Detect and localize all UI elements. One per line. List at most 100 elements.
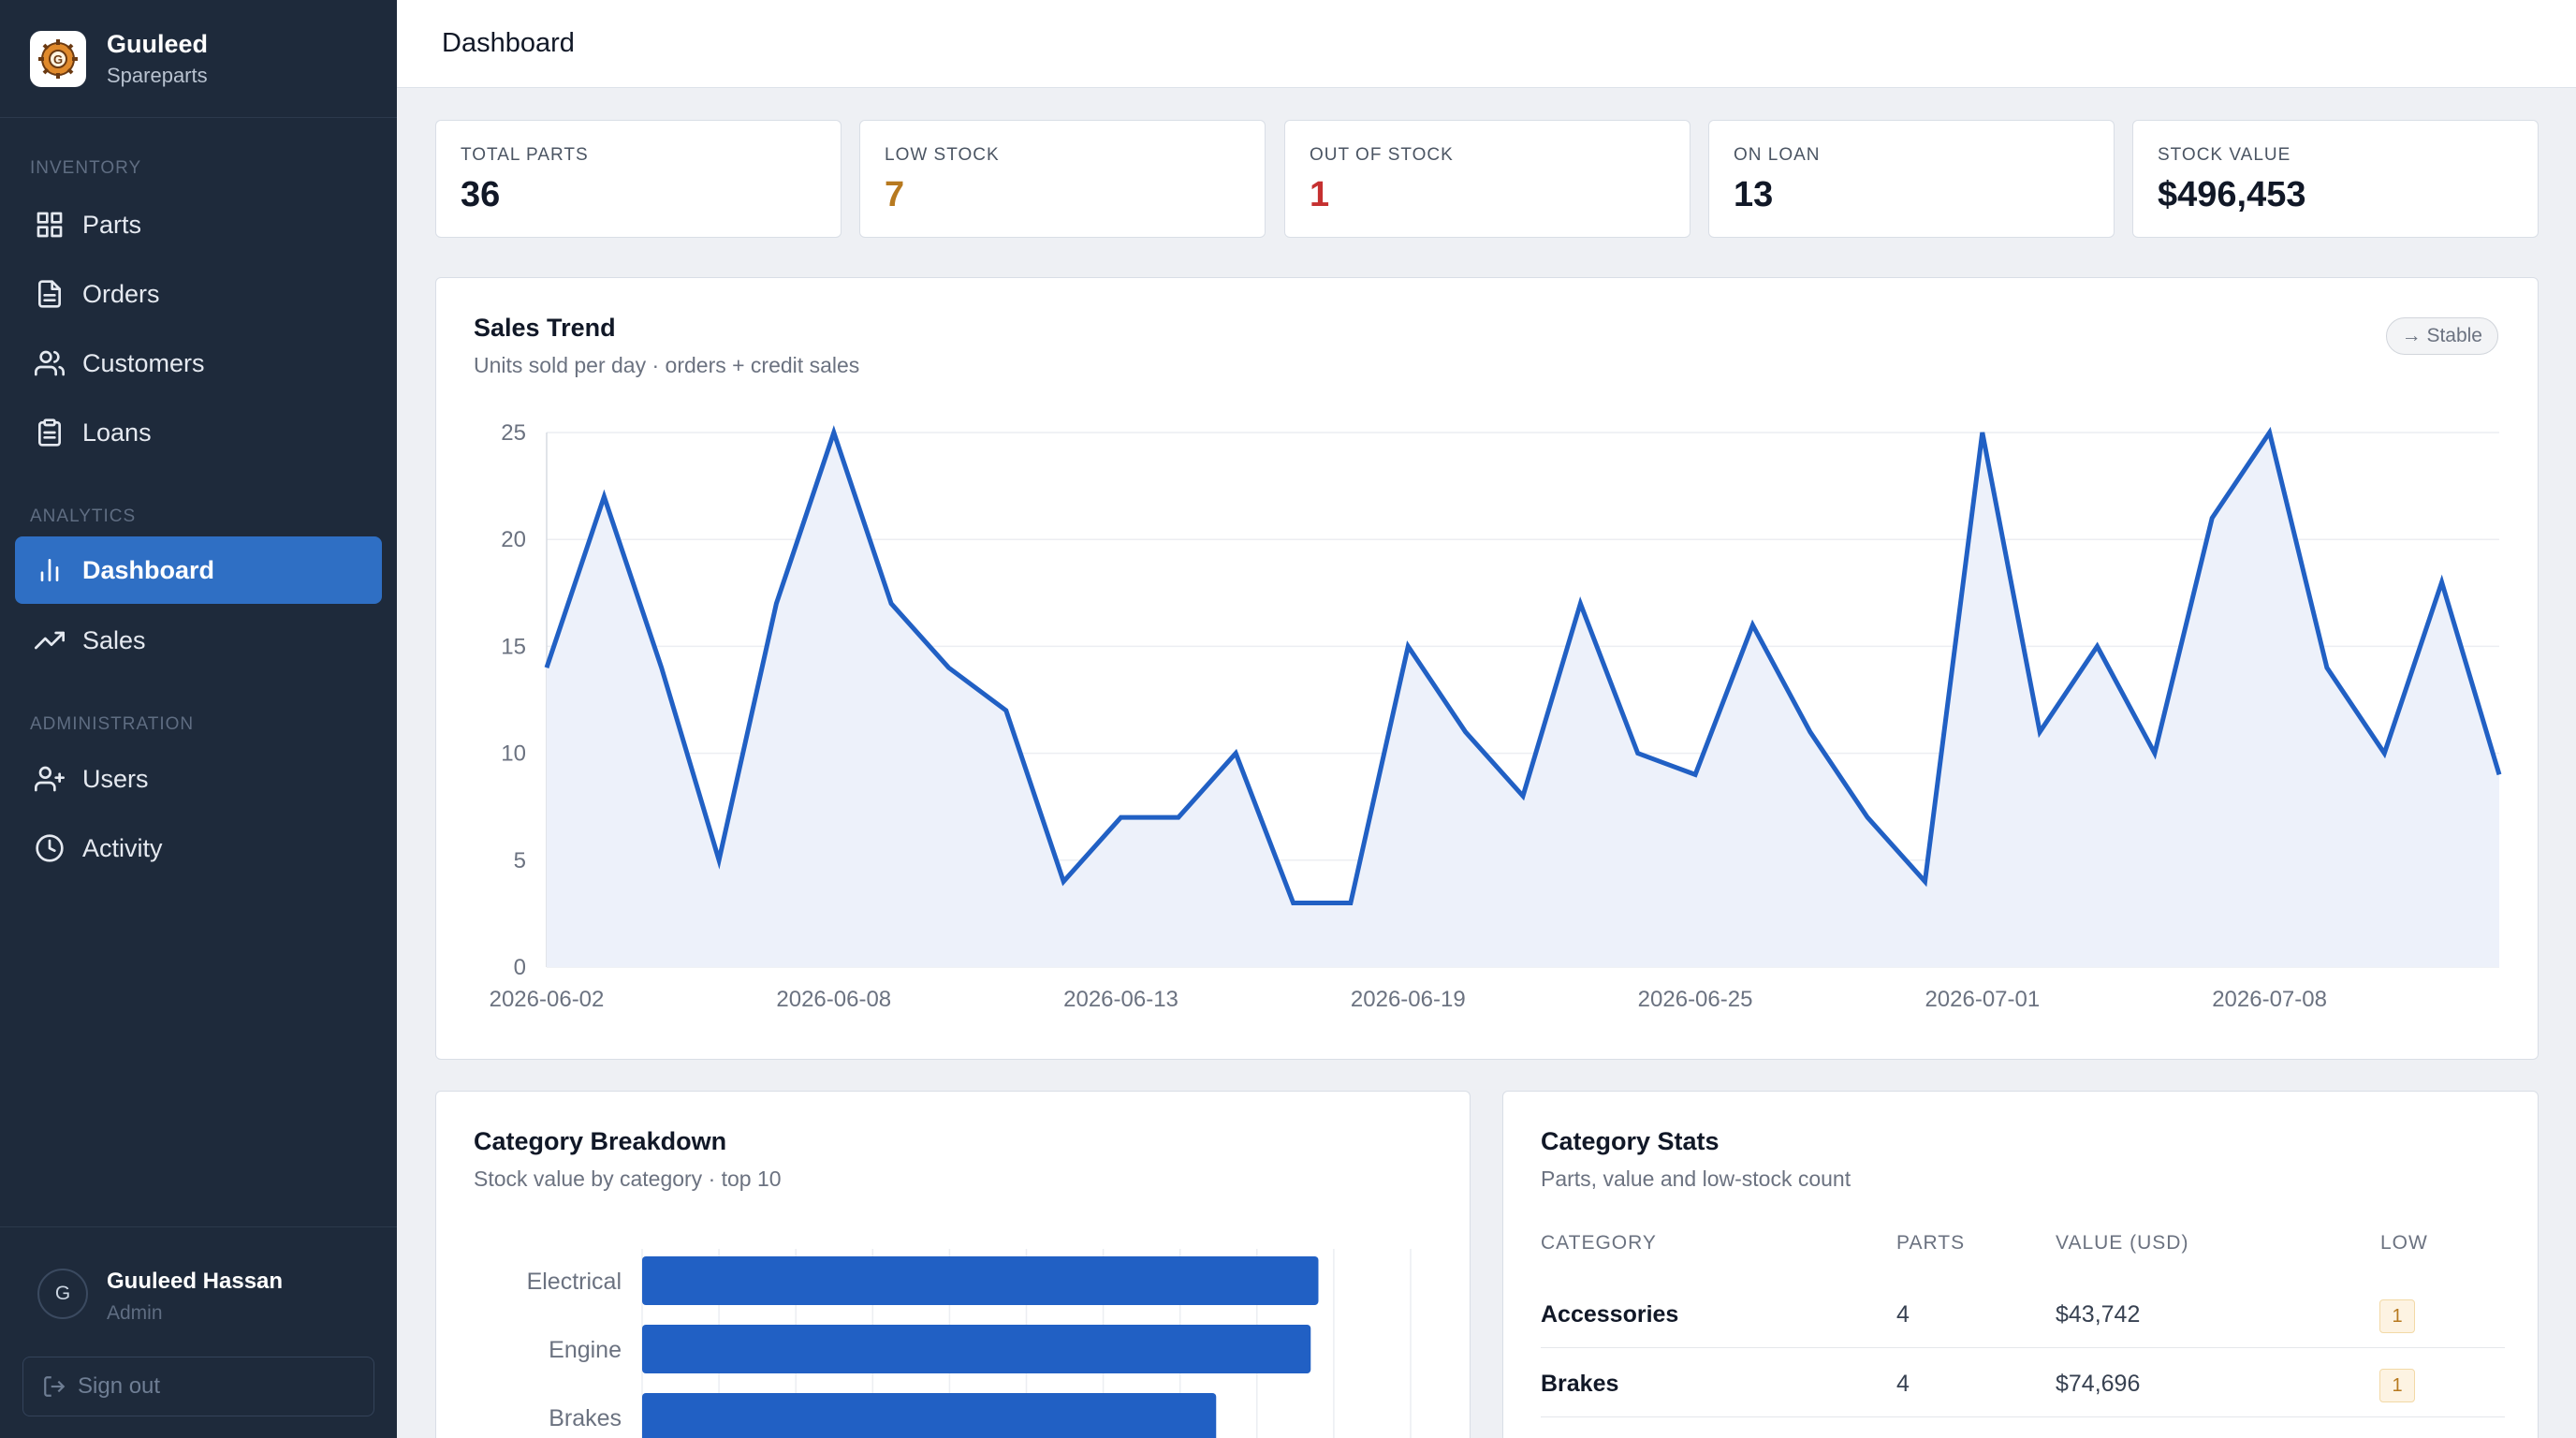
column-header-low: LOW	[2380, 1232, 2428, 1254]
stat-value: $496,453	[2158, 175, 2306, 214]
category-stats-card: Category Stats Parts, value and low-stoc…	[1502, 1091, 2539, 1438]
gear-logo-icon: G	[38, 38, 78, 79]
stat-value: 1	[1310, 175, 1330, 214]
category-label: Electrical	[527, 1269, 622, 1295]
value-cell: $43,742	[2056, 1301, 2141, 1328]
sales-trend-card: Sales Trend Units sold per day · orders …	[435, 277, 2539, 1060]
stat-card-total-parts: Total Parts 36	[435, 120, 842, 238]
x-tick-label: 2026-06-02	[490, 987, 605, 1012]
category-cell: Brakes	[1541, 1371, 1619, 1397]
card-title: Category Stats	[1541, 1127, 1720, 1155]
category-cell: Accessories	[1541, 1301, 1679, 1328]
stat-value: 7	[885, 175, 905, 214]
stat-card-on-loan: On Loan 13	[1708, 120, 2115, 238]
sidebar-item-parts[interactable]: Parts	[15, 191, 382, 258]
users-icon	[34, 347, 66, 379]
stat-card-low-stock: Low Stock 7	[859, 120, 1266, 238]
sidebar-item-dashboard[interactable]: Dashboard	[15, 536, 382, 604]
stat-label: On Loan	[1734, 145, 1821, 165]
stat-label: Low Stock	[885, 145, 1000, 165]
brand-name: Guuleed	[107, 29, 209, 58]
y-tick-label: 20	[501, 527, 526, 552]
y-tick-label: 25	[501, 420, 526, 446]
card-subtitle: Units sold per day · orders + credit sal…	[474, 353, 860, 377]
nav-section-administration: Administration	[30, 714, 195, 734]
stat-card-stock-value: Stock Value $496,453	[2132, 120, 2539, 238]
stat-label: Stock Value	[2158, 145, 2291, 165]
sidebar-item-label: Loans	[82, 418, 152, 447]
stat-label: Total Parts	[461, 145, 589, 165]
x-tick-label: 2026-07-01	[1925, 987, 2040, 1012]
category-label: Engine	[549, 1337, 622, 1363]
category-bar	[642, 1393, 1217, 1438]
brand-subtitle: Spareparts	[107, 63, 208, 87]
category-breakdown-card: Category Breakdown Stock value by catego…	[435, 1091, 1471, 1438]
y-tick-label: 5	[514, 848, 526, 873]
x-tick-label: 2026-06-08	[776, 987, 891, 1012]
sidebar-item-label: Activity	[82, 833, 163, 862]
stat-value: 36	[461, 175, 501, 214]
sidebar-item-orders[interactable]: Orders	[15, 260, 382, 328]
category-label: Brakes	[549, 1405, 622, 1431]
parts-cell: 4	[1896, 1301, 1910, 1328]
avatar: G	[37, 1269, 88, 1319]
stat-label: Out of Stock	[1310, 145, 1454, 165]
stat-card-out-of-stock: Out of Stock 1	[1284, 120, 1690, 238]
category-bar	[642, 1256, 1319, 1305]
sidebar-item-users[interactable]: Users	[15, 745, 382, 813]
user-name: Guuleed Hassan	[107, 1269, 284, 1294]
column-header-parts: PARTS	[1896, 1232, 1966, 1254]
column-header-value: VALUE (USD)	[2056, 1232, 2189, 1254]
sidebar-item-label: Sales	[82, 625, 146, 654]
table-row: Brakes 4 $74,696 1	[1541, 1348, 2505, 1417]
y-tick-label: 10	[501, 741, 526, 767]
top-bar: Dashboard	[397, 0, 2576, 88]
svg-text:G: G	[53, 52, 63, 66]
sales-line	[544, 425, 2502, 905]
sidebar-item-label: Orders	[82, 279, 160, 308]
x-tick-label: 2026-06-13	[1063, 987, 1178, 1012]
sidebar-item-customers[interactable]: Customers	[15, 330, 382, 397]
category-bar	[642, 1325, 1311, 1373]
parts-cell: 4	[1896, 1371, 1910, 1397]
sidebar-item-loans[interactable]: Loans	[15, 399, 382, 466]
table-row: Accessories 4 $43,742 1	[1541, 1279, 2505, 1348]
sidebar-item-label: Parts	[82, 210, 142, 239]
card-subtitle: Stock value by category · top 10	[474, 1167, 782, 1191]
sign-out-icon	[44, 1376, 66, 1397]
clipboard-icon	[34, 417, 66, 448]
value-cell: $74,696	[2056, 1371, 2141, 1397]
y-tick-label: 15	[501, 634, 526, 659]
sidebar: G Guuleed Spareparts Inventory Parts Ord…	[0, 0, 397, 1438]
low-count-badge: 1	[2379, 1299, 2415, 1333]
stat-value: 13	[1734, 175, 1774, 214]
x-tick-label: 2026-06-25	[1638, 987, 1753, 1012]
sales-trend-chart: 0 5 10 15 20 25 2026-06-02 2026-06-08 2026-06-13…	[490, 420, 2502, 1012]
x-tick-label: 2026-07-08	[2212, 987, 2327, 1012]
sign-out-button[interactable]: Sign out	[22, 1357, 374, 1416]
sales-area	[547, 433, 2499, 967]
sidebar-item-label: Users	[82, 764, 149, 793]
nav-section-inventory: Inventory	[30, 158, 142, 178]
y-tick-label: 0	[514, 955, 526, 980]
user-panel: G Guuleed Hassan Admin Sign out	[0, 1226, 397, 1438]
page-title: Dashboard	[442, 28, 575, 58]
user-role: Admin	[107, 1302, 163, 1324]
card-title: Sales Trend	[474, 314, 616, 342]
card-title: Category Breakdown	[474, 1127, 727, 1155]
sidebar-item-label: Dashboard	[82, 555, 215, 584]
column-header-category: CATEGORY	[1541, 1232, 1657, 1254]
card-subtitle: Parts, value and low-stock count	[1541, 1167, 1852, 1191]
grid-icon	[34, 209, 66, 241]
low-count-badge: 1	[2379, 1369, 2415, 1402]
bar-chart-icon	[34, 554, 66, 586]
sidebar-item-label: Customers	[82, 348, 205, 377]
clock-icon	[34, 832, 66, 864]
brand: G Guuleed Spareparts	[0, 0, 397, 118]
logo: G	[30, 30, 86, 87]
sidebar-item-sales[interactable]: Sales	[15, 607, 382, 674]
trending-up-icon	[34, 624, 66, 656]
x-tick-label: 2026-06-19	[1351, 987, 1466, 1012]
sign-out-label: Sign out	[78, 1373, 161, 1399]
sidebar-item-activity[interactable]: Activity	[15, 814, 382, 882]
